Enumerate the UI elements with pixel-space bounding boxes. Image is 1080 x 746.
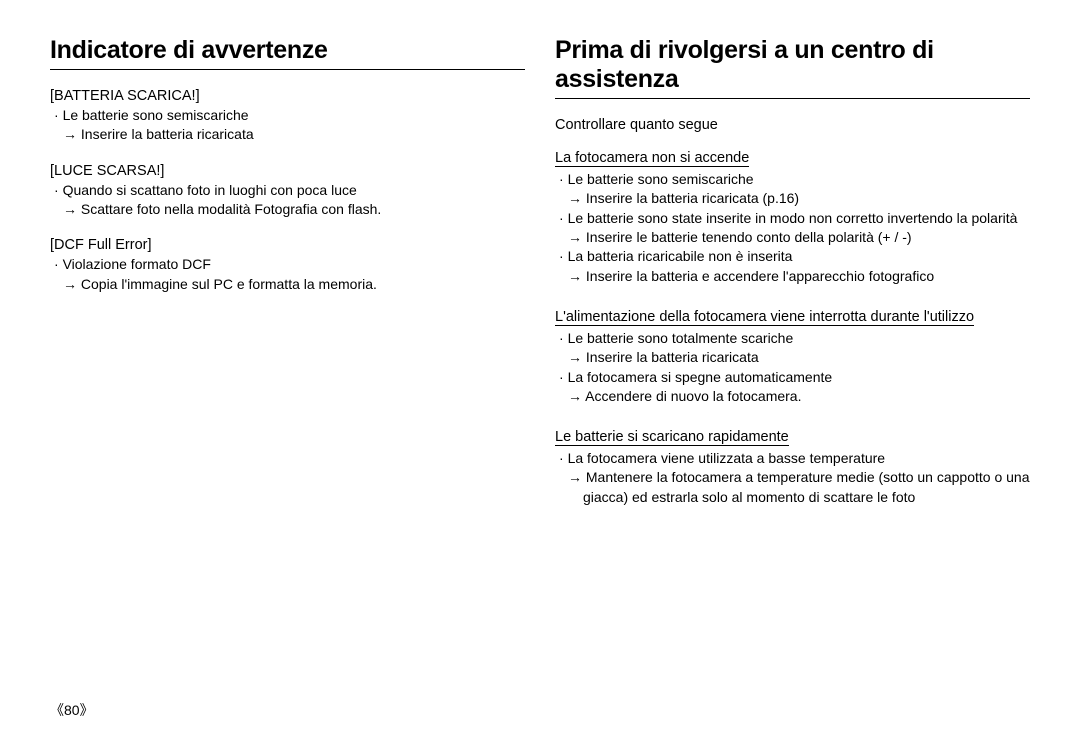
bullet-text: Le batterie sono semiscariche <box>555 170 1030 189</box>
arrow-text: Inserire la batteria ricaricata <box>555 348 1030 367</box>
trouble-section: La fotocamera non si accende Le batterie… <box>555 149 1030 286</box>
bullet-text: La batteria ricaricabile non è inserita <box>555 247 1030 266</box>
left-column: Indicatore di avvertenze [BATTERIA SCARI… <box>50 36 525 529</box>
section-label: [LUCE SCARSA!] <box>50 163 525 179</box>
section-title: Le batterie si scaricano rapidamente <box>555 429 789 446</box>
arrow-text: Copia l'immagine sul PC e formatta la me… <box>50 275 525 294</box>
bullet-text: La fotocamera viene utilizzata a basse t… <box>555 449 1030 468</box>
arrow-text: Scattare foto nella modalità Fotografia … <box>50 200 525 219</box>
arrow-text: Accendere di nuovo la fotocamera. <box>555 387 1030 406</box>
arrow-text-cont: giacca) ed estrarla solo al momento di s… <box>555 488 1030 507</box>
trouble-section: Le batterie si scaricano rapidamente La … <box>555 428 1030 507</box>
arrow-text: Mantenere la fotocamera a temperature me… <box>555 468 1030 487</box>
section-label: [DCF Full Error] <box>50 237 525 253</box>
right-column: Prima di rivolgersi a un centro di assis… <box>555 36 1030 529</box>
right-title: Prima di rivolgersi a un centro di assis… <box>555 36 1030 99</box>
page-container: Indicatore di avvertenze [BATTERIA SCARI… <box>0 0 1080 529</box>
trouble-section: L'alimentazione della fotocamera viene i… <box>555 308 1030 406</box>
section-label: [BATTERIA SCARICA!] <box>50 88 525 104</box>
left-title: Indicatore di avvertenze <box>50 36 525 70</box>
arrow-text: Inserire la batteria ricaricata (p.16) <box>555 189 1030 208</box>
section-title: La fotocamera non si accende <box>555 150 749 167</box>
page-number: 《80》 <box>50 700 94 720</box>
bullet-text: Le batterie sono semiscariche <box>50 106 525 125</box>
warning-section: [DCF Full Error] Violazione formato DCF … <box>50 237 525 294</box>
warning-section: [BATTERIA SCARICA!] Le batterie sono sem… <box>50 88 525 145</box>
bullet-text: Quando si scattano foto in luoghi con po… <box>50 181 525 200</box>
right-subheading: Controllare quanto segue <box>555 117 1030 133</box>
section-title: L'alimentazione della fotocamera viene i… <box>555 309 974 326</box>
bullet-text: Violazione formato DCF <box>50 255 525 274</box>
arrow-text: Inserire le batterie tenendo conto della… <box>555 228 1030 247</box>
bullet-text: La fotocamera si spegne automaticamente <box>555 368 1030 387</box>
arrow-text: Inserire la batteria e accendere l'appar… <box>555 267 1030 286</box>
warning-section: [LUCE SCARSA!] Quando si scattano foto i… <box>50 163 525 220</box>
bullet-text: Le batterie sono totalmente scariche <box>555 329 1030 348</box>
arrow-text: Inserire la batteria ricaricata <box>50 125 525 144</box>
bullet-text: Le batterie sono state inserite in modo … <box>555 209 1030 228</box>
